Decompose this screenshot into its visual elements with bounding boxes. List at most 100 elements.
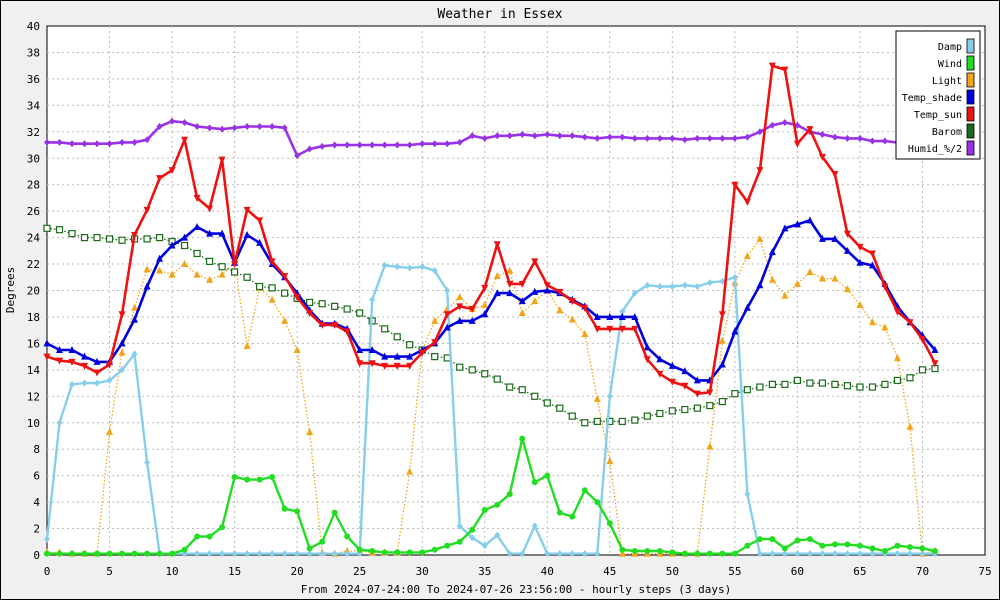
series-temp-sun-point: [156, 175, 164, 183]
y-tick-label: 36: [27, 73, 40, 86]
series-humid-2-point: [569, 132, 576, 140]
series-temp-shade-point: [406, 352, 414, 360]
series-damp-point: [119, 366, 126, 374]
series-damp-point: [256, 550, 263, 558]
series-temp-shade-point: [693, 376, 701, 384]
series-temp-sun-point: [393, 362, 401, 370]
series-light-point: [456, 293, 464, 301]
series-humid-2-point: [831, 133, 838, 141]
series-damp-point: [644, 281, 651, 289]
series-temp-sun-point: [293, 294, 301, 302]
x-tick-label: 25: [353, 565, 366, 578]
series-wind-point: [919, 545, 926, 552]
series-humid-2-point: [744, 133, 751, 141]
series-wind-point: [931, 548, 938, 555]
series-barom-point: [643, 412, 651, 420]
series-barom-point: [381, 325, 389, 333]
series-damp-point: [619, 308, 626, 316]
series-light-point: [143, 265, 151, 273]
series-barom-point: [331, 302, 339, 310]
series-light-point: [556, 306, 564, 314]
series-light-point: [856, 301, 864, 309]
series-humid-2-point: [169, 117, 176, 125]
series-humid-2-point: [356, 141, 363, 149]
series-wind-point: [369, 548, 376, 555]
series-wind-point: [856, 542, 863, 549]
series-barom-point: [793, 376, 802, 385]
series-damp-point: [844, 550, 851, 558]
series-wind-point: [706, 550, 713, 557]
series-barom-point: [693, 404, 701, 412]
series-light-point: [306, 428, 314, 436]
y-tick-label: 8: [33, 443, 40, 456]
series-light-point: [718, 336, 726, 344]
series-damp-point: [606, 392, 613, 400]
series-damp-point: [694, 283, 701, 291]
series-temp-sun-point: [531, 258, 539, 266]
series-wind-point: [419, 549, 426, 556]
series-damp-point: [806, 550, 813, 558]
series-light-point: [706, 442, 714, 450]
series-temp-sun-point: [681, 382, 689, 390]
y-tick-label: 32: [27, 126, 40, 139]
x-tick-label: 10: [165, 565, 178, 578]
series-temp-sun-point: [218, 156, 226, 164]
series-wind-point: [569, 513, 576, 520]
series-temp-sun-point: [118, 311, 126, 319]
series-wind-point: [431, 546, 438, 553]
series-humid-2-point: [431, 140, 438, 148]
series-temp-sun-point: [793, 140, 801, 148]
x-tick-label: 50: [666, 565, 679, 578]
series-temp-shade-point: [668, 361, 676, 369]
series-wind-point: [544, 472, 551, 479]
series-temp-shade-point: [243, 230, 251, 238]
series-barom-point: [568, 412, 576, 420]
series-barom-point: [456, 363, 464, 371]
series-light-point: [881, 323, 889, 331]
series-temp-shade-point: [381, 352, 389, 360]
chart-title: Weather in Essex: [437, 7, 562, 22]
series-humid-2-point: [594, 134, 601, 142]
series-temp-sun-point: [468, 306, 476, 314]
series-light-point: [206, 275, 214, 283]
series-humid-2-point: [406, 141, 413, 149]
series-wind-point: [406, 549, 413, 556]
series-damp-point: [56, 419, 63, 427]
series-damp-point: [756, 550, 763, 558]
series-barom-point: [306, 298, 314, 307]
series-damp-point: [231, 550, 238, 558]
series-damp-point: [381, 261, 388, 269]
series-wind-point: [481, 507, 488, 514]
series-temp-sun-point: [693, 390, 701, 398]
series-temp-sun-point: [931, 360, 939, 368]
series-light-point: [756, 234, 764, 242]
series-humid-2-point: [144, 136, 151, 144]
y-tick-label: 34: [27, 99, 41, 112]
series-humid-2-point: [531, 132, 538, 140]
series-wind-point: [631, 548, 638, 555]
series-wind-point: [294, 508, 301, 515]
series-temp-sun-point: [606, 325, 614, 333]
series-damp-point: [294, 550, 301, 558]
series-temp-shade-point: [68, 346, 76, 354]
series-light-point: [768, 275, 776, 283]
series-temp-sun-point: [243, 206, 251, 214]
series-temp-sun-point: [206, 205, 214, 213]
series-humid-2-point: [181, 119, 188, 127]
series-temp-shade-point: [481, 310, 489, 318]
series-humid-2-point: [519, 130, 526, 138]
series-wind-point: [669, 549, 676, 556]
series-light-point: [218, 270, 226, 278]
series-temp-sun-point: [906, 319, 914, 327]
series-humid-2-point: [881, 137, 888, 145]
series-damp-point: [431, 267, 438, 275]
series-temp-sun-point: [81, 362, 89, 370]
series-temp-shade-point: [368, 346, 376, 354]
series-barom-point: [143, 235, 151, 243]
x-tick-label: 60: [791, 565, 804, 578]
series-light-point: [781, 291, 789, 299]
series-humid-2-point: [494, 132, 501, 140]
series-barom-point: [481, 370, 489, 378]
series-wind-point: [756, 536, 763, 543]
